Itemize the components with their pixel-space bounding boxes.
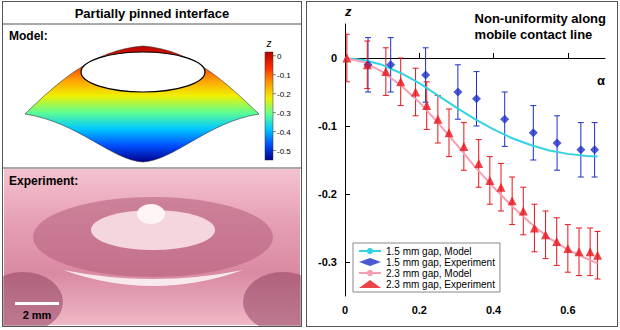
svg-text:0: 0 — [277, 52, 282, 61]
svg-text:-0.1: -0.1 — [318, 120, 337, 132]
svg-text:Partially pinned interface: Partially pinned interface — [75, 6, 230, 21]
svg-text:-0.2: -0.2 — [318, 188, 337, 200]
svg-text:Experiment:: Experiment: — [9, 174, 78, 188]
svg-text:Non-uniformity along: Non-uniformity along — [475, 11, 606, 26]
svg-text:0.4: 0.4 — [486, 304, 502, 316]
svg-text:1.5 mm gap, Experiment: 1.5 mm gap, Experiment — [386, 257, 495, 268]
svg-text:2.3 mm gap, Model: 2.3 mm gap, Model — [386, 268, 472, 279]
svg-text:z: z — [266, 38, 272, 49]
svg-text:0: 0 — [331, 52, 337, 64]
svg-text:2.3 mm gap, Experiment: 2.3 mm gap, Experiment — [386, 279, 495, 290]
svg-text:0.2: 0.2 — [412, 304, 427, 316]
svg-text:0.6: 0.6 — [560, 304, 575, 316]
svg-text:1.5 mm gap, Model: 1.5 mm gap, Model — [386, 246, 472, 257]
svg-text:-0.5: -0.5 — [277, 147, 291, 156]
svg-text:-0.2: -0.2 — [277, 90, 291, 99]
svg-text:-0.3: -0.3 — [277, 109, 291, 118]
svg-text:α: α — [597, 73, 605, 88]
svg-text:z: z — [344, 4, 352, 19]
svg-text:-0.4: -0.4 — [277, 128, 291, 137]
svg-text:mobile contact line: mobile contact line — [475, 27, 593, 42]
svg-text:-0.3: -0.3 — [318, 256, 337, 268]
svg-text:2 mm: 2 mm — [23, 309, 52, 321]
svg-text:Model:: Model: — [9, 29, 48, 43]
svg-text:-0.1: -0.1 — [277, 71, 291, 80]
svg-text:0: 0 — [342, 304, 348, 316]
